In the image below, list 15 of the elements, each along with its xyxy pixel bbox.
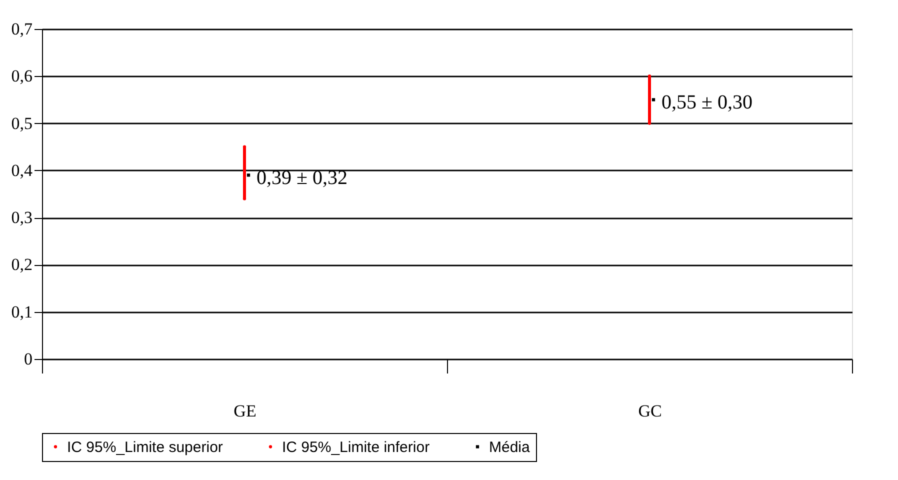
x-tick-label: GC <box>638 402 662 420</box>
legend-label: IC 95%_Limite superior <box>67 438 223 456</box>
y-tick-label: 0,6 <box>11 66 32 86</box>
y-tick-label: 0,5 <box>11 114 32 133</box>
y-tick-label: 0 <box>24 350 32 368</box>
x-tick-label: GE <box>234 402 256 420</box>
y-tick-label: 0,2 <box>11 255 32 274</box>
legend-label: IC 95%_Limite inferior <box>282 438 430 456</box>
data-label: 0,55 ± 0,30 <box>662 92 752 114</box>
y-tick-label: 0,7 <box>11 20 33 38</box>
legend-label: Média <box>489 438 531 456</box>
y-tick-label: 0,3 <box>11 208 32 228</box>
y-tick-label: 0,4 <box>11 160 33 180</box>
y-tick-label: 0,1 <box>11 302 32 322</box>
data-label: 0,39 ± 0,32 <box>256 167 348 190</box>
